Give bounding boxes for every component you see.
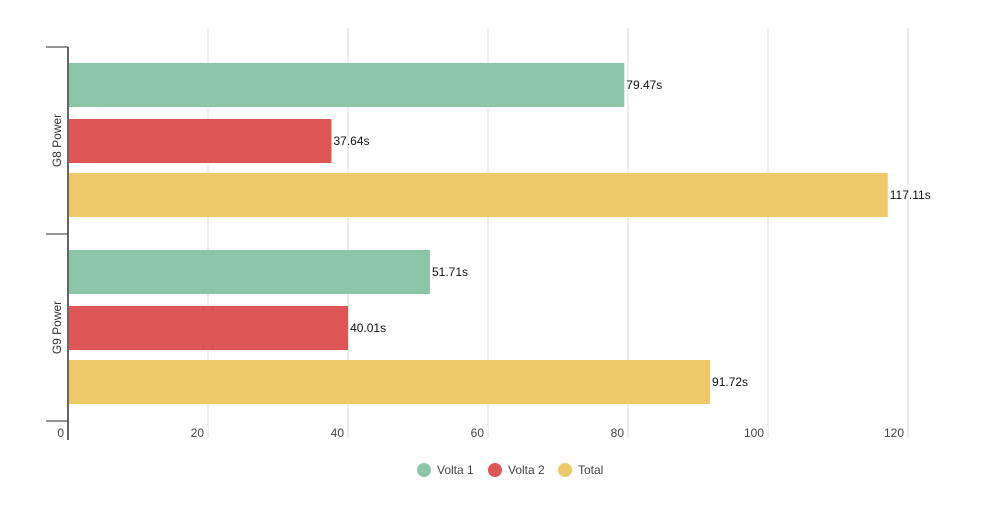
x-tick-label: 60 (471, 426, 485, 440)
bar-volta-2 (69, 119, 332, 163)
x-tick-label: 0 (57, 426, 64, 440)
category-label: G9 Power (50, 301, 64, 354)
data-label: 40.01s (350, 321, 386, 335)
x-tick-label: 40 (331, 426, 345, 440)
legend-label: Volta 2 (508, 463, 545, 477)
legend-label: Total (578, 463, 603, 477)
legend-marker (488, 463, 502, 477)
legend-marker (417, 463, 431, 477)
data-label: 37.64s (333, 134, 369, 148)
bar-volta-1 (69, 63, 625, 107)
x-tick-label: 100 (744, 426, 764, 440)
x-tick-label: 20 (191, 426, 205, 440)
category-label: G8 Power (50, 114, 64, 167)
legend-marker (558, 463, 572, 477)
data-label: 51.71s (432, 265, 468, 279)
bar-volta-2 (69, 306, 349, 350)
data-label: 79.47s (626, 78, 662, 92)
bar-total (69, 360, 711, 404)
x-tick-label: 80 (611, 426, 625, 440)
legend-label: Volta 1 (437, 463, 474, 477)
x-tick-label: 120 (884, 426, 904, 440)
bar-volta-1 (69, 250, 430, 294)
data-label: 117.11s (890, 188, 931, 202)
bar-total (69, 173, 888, 217)
data-label: 91.72s (712, 375, 748, 389)
